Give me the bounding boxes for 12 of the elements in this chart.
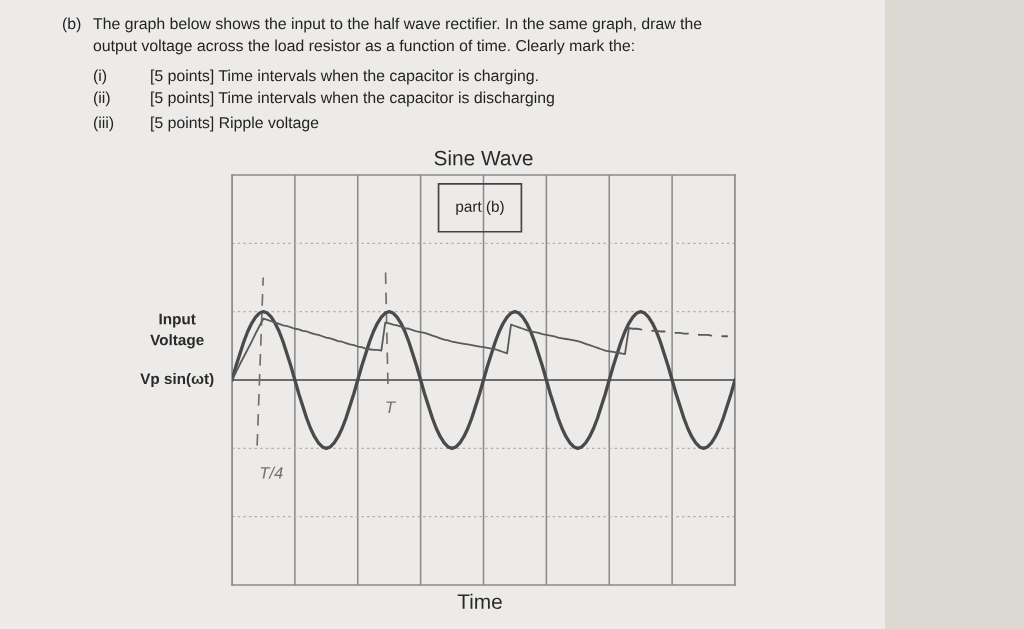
y-axis-title: Input Voltage <box>150 313 204 349</box>
text: (b) The graph below shows the input to the half wave rectifier. In the same graph, draw the <box>62 17 702 33</box>
chart-title: Sine Wave <box>434 150 533 166</box>
annotation: T <box>386 401 397 414</box>
text: Time <box>457 593 502 610</box>
text: (i) [5 points] Time intervals when the capacitor is charging. <box>93 69 538 85</box>
series-label: Vp sin(ωt) <box>140 372 214 388</box>
text: part (b) <box>456 200 504 215</box>
text: (ii) [5 points] Time intervals when the capacitor is discharging <box>93 91 554 107</box>
text: T/4 <box>260 466 283 479</box>
text: (iii) [5 points] Ripple voltage <box>93 116 319 132</box>
text: output voltage across the load resistor as a function of time. Clearly mark the: <box>93 39 634 55</box>
